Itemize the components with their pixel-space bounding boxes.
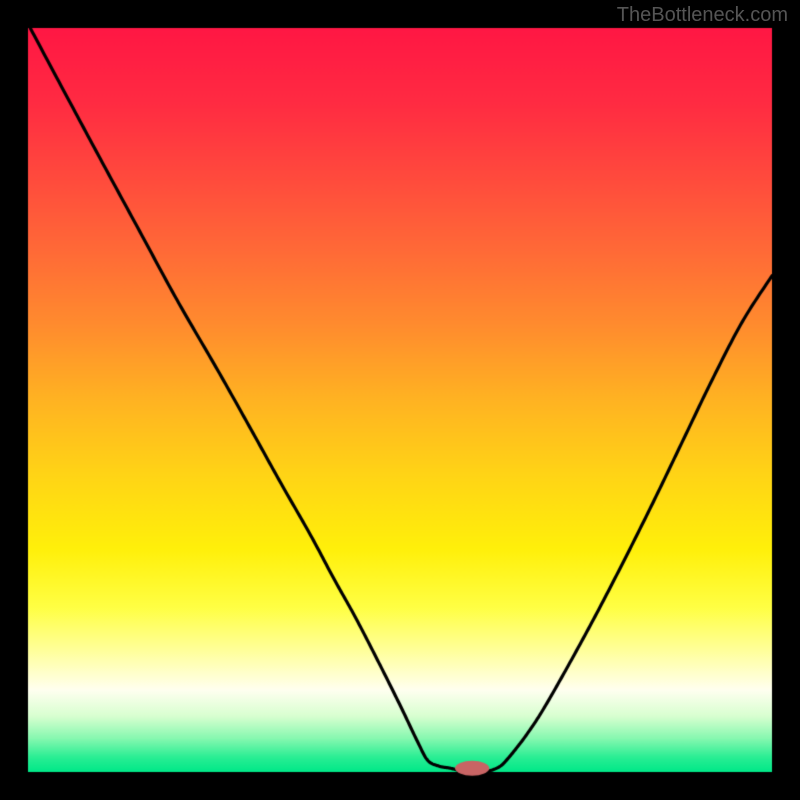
- gradient-curve-chart: [0, 0, 800, 800]
- chart-container: TheBottleneck.com: [0, 0, 800, 800]
